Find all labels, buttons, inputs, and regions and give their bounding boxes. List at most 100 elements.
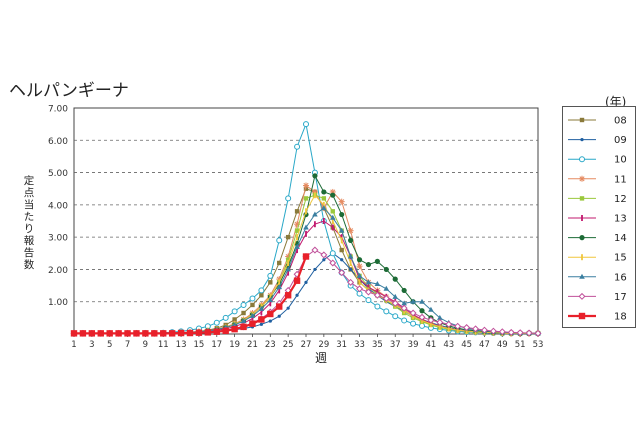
x-tick-label: 29 (318, 340, 329, 350)
data-point (269, 293, 272, 300)
data-point (268, 319, 272, 323)
data-point (347, 278, 355, 286)
data-point (480, 326, 488, 334)
data-point (312, 211, 318, 217)
data-point (340, 237, 343, 244)
data-point (269, 300, 272, 307)
x-tick-label: 25 (283, 340, 294, 350)
data-point (456, 327, 459, 334)
data-point (259, 293, 264, 298)
data-point (525, 329, 533, 337)
data-point (277, 260, 282, 266)
x-tick-label: 39 (408, 340, 419, 350)
legend-item-09: 09 (568, 135, 627, 146)
data-point (579, 273, 585, 279)
x-tick-label: 49 (497, 340, 508, 350)
x-tick-label: 9 (143, 340, 148, 350)
series-17 (70, 246, 542, 337)
data-point (454, 322, 462, 330)
data-point (331, 218, 334, 224)
data-point (268, 280, 273, 285)
plot-border (73, 107, 539, 335)
data-point (303, 224, 309, 230)
data-point (391, 299, 399, 307)
data-point (329, 214, 336, 220)
data-point (581, 215, 583, 221)
data-point (534, 329, 542, 337)
data-point (374, 258, 380, 264)
data-point (356, 285, 364, 293)
data-point (339, 211, 345, 218)
data-point (349, 267, 353, 272)
x-tick-label: 23 (265, 340, 276, 350)
data-point (106, 330, 113, 337)
x-tick-label: 35 (372, 340, 383, 350)
y-tick-label: 5.00 (48, 169, 68, 179)
data-point (436, 318, 444, 326)
data-point (267, 310, 274, 318)
data-point (410, 298, 416, 304)
data-point (284, 292, 292, 299)
y-tick-label: 4.00 (48, 201, 68, 211)
data-point (516, 329, 524, 337)
data-point (240, 318, 247, 324)
data-point (358, 276, 361, 283)
data-point (322, 201, 325, 208)
data-point (311, 246, 319, 254)
data-point (285, 266, 291, 272)
data-point (302, 253, 310, 260)
data-point (294, 209, 300, 214)
legend-item-14: 14 (568, 233, 627, 244)
x-tick-label: 51 (515, 340, 526, 350)
y-tick-label: 2.00 (48, 266, 68, 276)
x-tick-label: 47 (479, 340, 490, 350)
data-point (231, 321, 238, 327)
data-point (356, 263, 363, 270)
data-point (419, 308, 425, 314)
data-point (383, 308, 390, 315)
data-point (392, 313, 399, 320)
data-point (374, 280, 381, 286)
legend-item-17: 17 (568, 292, 627, 303)
data-point (401, 317, 408, 324)
data-point (321, 205, 327, 211)
data-point (347, 253, 354, 259)
data-point (579, 235, 585, 241)
data-point (437, 314, 443, 320)
data-point (295, 293, 299, 297)
data-point (507, 328, 515, 336)
data-point (293, 277, 301, 284)
data-point (430, 320, 432, 327)
data-point (498, 328, 506, 336)
x-tick-label: 5 (107, 340, 112, 350)
data-point (251, 315, 254, 322)
data-point (249, 312, 256, 318)
legend-item-18: 18 (568, 312, 627, 323)
data-point (463, 324, 471, 332)
x-tick-label: 31 (336, 340, 347, 350)
x-tick-label: 53 (533, 340, 544, 350)
data-point (581, 254, 583, 261)
data-point (418, 313, 426, 321)
y-tick-label: 6.00 (48, 137, 68, 147)
legend-label: 13 (614, 214, 627, 225)
data-point (213, 319, 220, 326)
data-point (489, 327, 497, 335)
data-point (347, 227, 354, 234)
data-point (305, 230, 307, 237)
data-point (580, 138, 584, 142)
data-point (222, 314, 229, 321)
data-point (258, 316, 265, 323)
x-tick-label: 43 (443, 340, 454, 350)
data-point (285, 257, 291, 262)
grid-lines (74, 139, 538, 303)
series-lines (70, 121, 542, 337)
data-point (160, 330, 167, 337)
series-line (74, 220, 538, 334)
x-tick-label: 33 (354, 340, 365, 350)
data-point (276, 284, 283, 290)
data-point (259, 322, 263, 326)
data-point (383, 285, 390, 291)
data-point (330, 192, 336, 198)
data-point (231, 308, 238, 315)
